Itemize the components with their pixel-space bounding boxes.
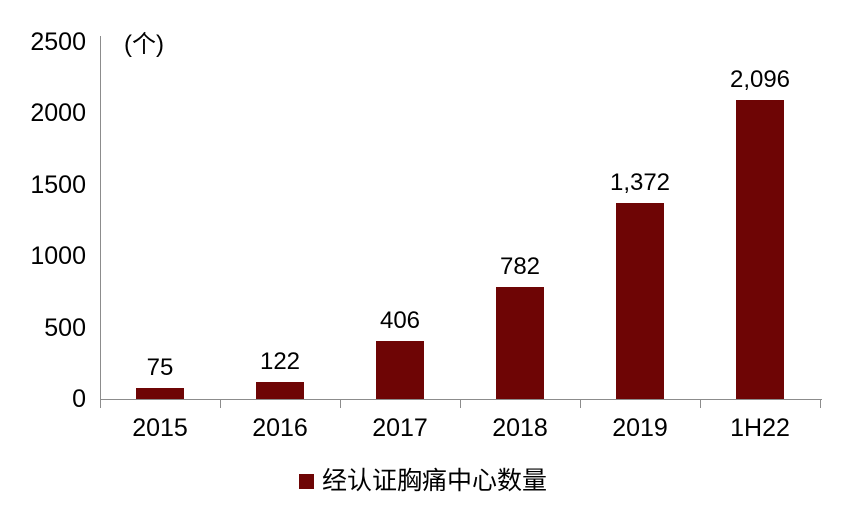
x-axis-tick-mark <box>220 400 221 408</box>
bar-2017 <box>376 341 424 399</box>
bar-value-label: 2,096 <box>729 65 791 93</box>
bar-value-label: 75 <box>146 354 174 382</box>
legend-series-label: 经认证胸痛中心数量 <box>321 467 547 495</box>
bar-value-label: 406 <box>379 307 421 335</box>
x-axis-tick-mark <box>820 400 821 408</box>
bar-value-label: 782 <box>499 253 541 281</box>
y-axis-tick-label: 1500 <box>30 170 86 199</box>
bar-value-label: 1,372 <box>609 169 671 197</box>
y-axis-line <box>100 36 101 399</box>
x-axis-tick-mark <box>100 400 101 408</box>
y-axis-tick-label: 500 <box>44 313 86 342</box>
bar-value-label: 122 <box>259 347 301 375</box>
bar-1H22 <box>736 99 784 399</box>
bar-2018 <box>496 287 544 399</box>
x-axis-category-label: 1H22 <box>730 414 790 442</box>
bar-2015 <box>136 388 184 399</box>
y-axis-tick-label: 1000 <box>30 242 86 271</box>
y-axis-unit-label: (个) <box>124 31 164 58</box>
x-axis-category-label: 2018 <box>492 414 548 442</box>
x-axis-tick-mark <box>340 400 341 408</box>
bar-2016 <box>256 381 304 399</box>
x-axis-category-label: 2017 <box>372 414 428 442</box>
y-axis-tick-label: 0 <box>72 385 86 413</box>
x-axis-tick-mark <box>580 400 581 408</box>
y-axis-tick-label: 2500 <box>30 28 86 56</box>
x-axis-category-label: 2016 <box>252 414 308 442</box>
x-axis-category-label: 2019 <box>612 414 668 442</box>
x-axis-line <box>100 399 822 400</box>
x-axis-tick-mark <box>700 400 701 408</box>
y-axis-tick-label: 2000 <box>30 99 86 128</box>
legend-color-swatch <box>298 473 314 489</box>
bar-2019 <box>616 203 664 399</box>
x-axis-tick-mark <box>460 400 461 408</box>
x-axis-category-label: 2015 <box>132 414 188 442</box>
chart-legend: 经认证胸痛中心数量 <box>0 466 846 496</box>
